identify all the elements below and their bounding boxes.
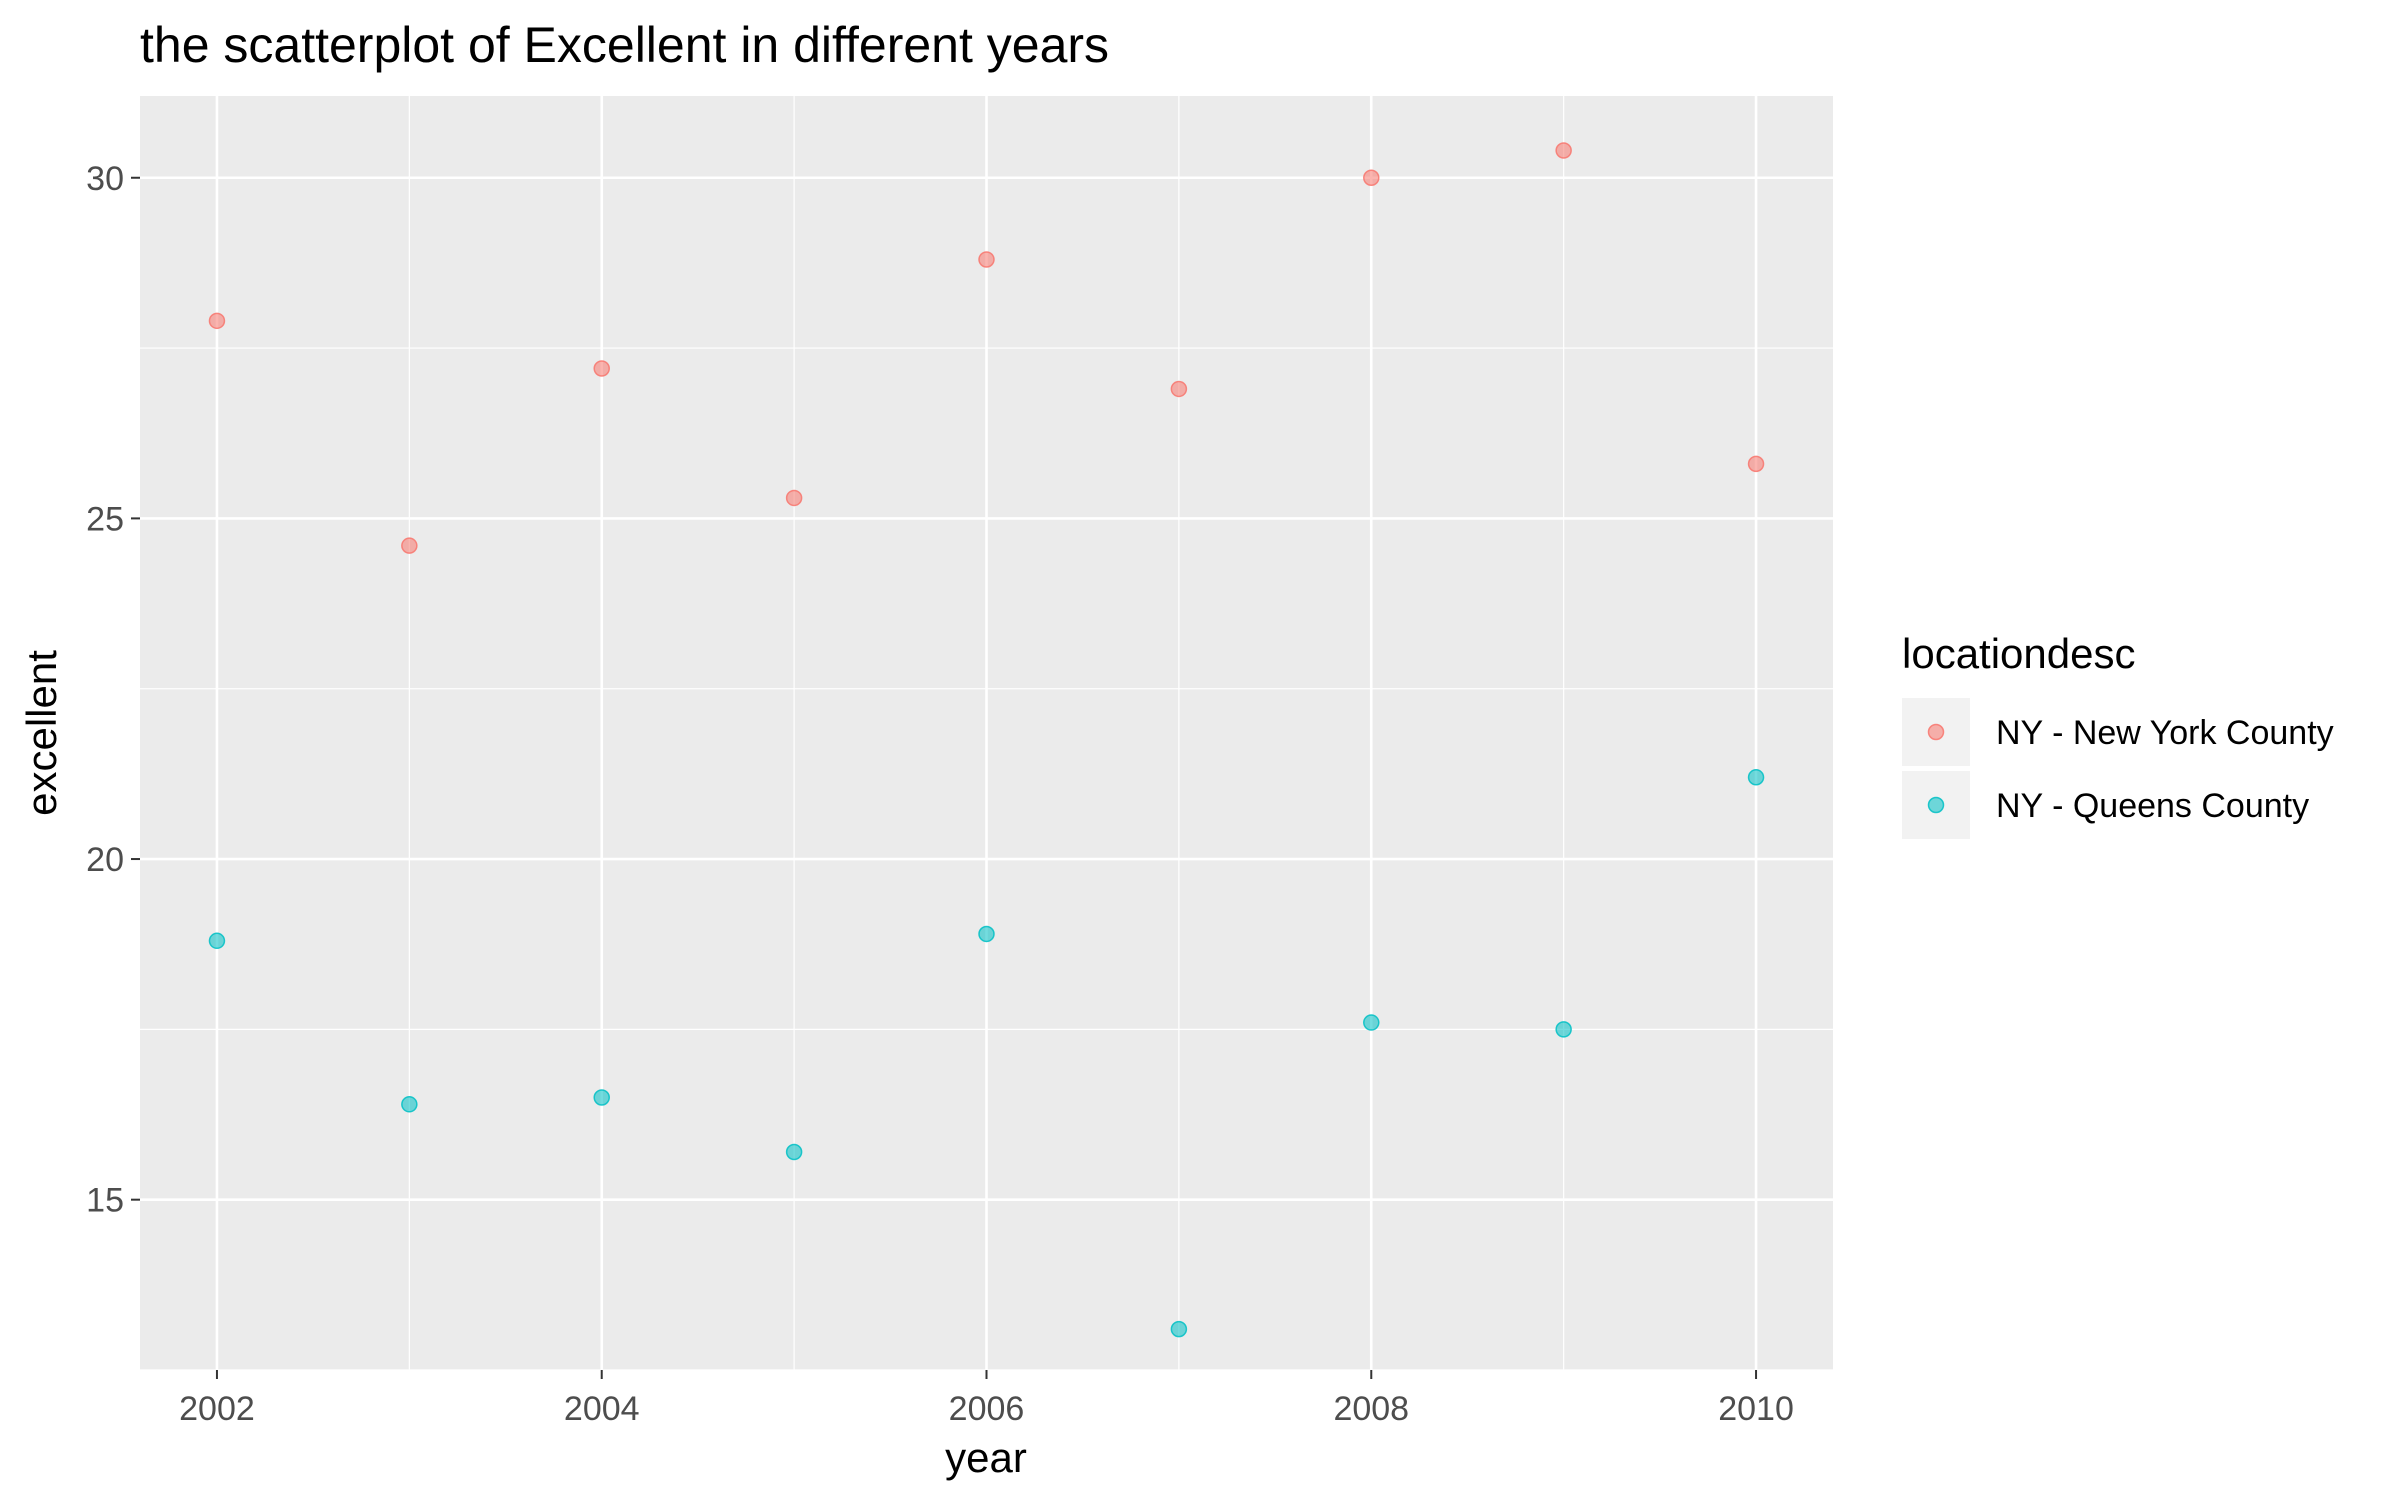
- data-point-series-1: [1363, 169, 1380, 187]
- x-axis-ticks: 2002 2004 2006 2008 2010: [179, 1370, 1794, 1428]
- legend-key-point: [1927, 723, 1945, 741]
- x-tick-label: 2004: [564, 1390, 640, 1428]
- data-point-series-2: [1747, 769, 1765, 786]
- legend-label: NY - New York County: [1996, 714, 2334, 752]
- y-axis-ticks: 15 20 25 30: [86, 160, 140, 1220]
- y-axis-title: excellent: [18, 650, 65, 816]
- data-point-series-1: [593, 360, 610, 377]
- major-gridlines: [140, 96, 1833, 1370]
- x-tick-label: 2006: [949, 1390, 1025, 1428]
- legend-title: locationdesc: [1902, 630, 2135, 677]
- legend: locationdesc NY - New York County NY - Qu…: [1902, 630, 2334, 839]
- legend-items: NY - New York County NY - Queens County: [1902, 698, 2334, 839]
- x-axis-title: year: [945, 1434, 1027, 1481]
- y-tick-label: 20: [86, 841, 124, 879]
- data-point-series-2: [978, 925, 995, 943]
- data-point-series-2: [593, 1089, 610, 1106]
- data-point-series-2: [1363, 1014, 1380, 1031]
- data-point-series-1: [1555, 142, 1572, 159]
- data-point-series-2: [401, 1096, 418, 1113]
- data-point-series-1: [785, 489, 803, 507]
- data-points: [208, 142, 1765, 1338]
- data-point-series-2: [1170, 1320, 1188, 1338]
- data-point-series-1: [1170, 380, 1188, 398]
- data-point-series-1: [208, 312, 226, 330]
- chart-title: the scatterplot of Excellent in differen…: [140, 17, 1109, 73]
- x-tick-label: 2008: [1333, 1390, 1409, 1428]
- data-point-series-1: [978, 251, 995, 268]
- data-point-series-1: [401, 537, 418, 554]
- y-tick-label: 30: [86, 160, 124, 198]
- data-point-series-2: [1555, 1021, 1572, 1038]
- x-tick-label: 2010: [1718, 1390, 1794, 1428]
- y-tick-label: 15: [86, 1182, 124, 1220]
- data-point-series-1: [1747, 455, 1765, 473]
- y-tick-label: 25: [86, 500, 124, 538]
- data-point-series-2: [785, 1143, 803, 1161]
- legend-label: NY - Queens County: [1996, 787, 2309, 825]
- x-tick-label: 2002: [179, 1390, 255, 1428]
- data-point-series-2: [208, 932, 226, 950]
- legend-key-point: [1927, 796, 1945, 814]
